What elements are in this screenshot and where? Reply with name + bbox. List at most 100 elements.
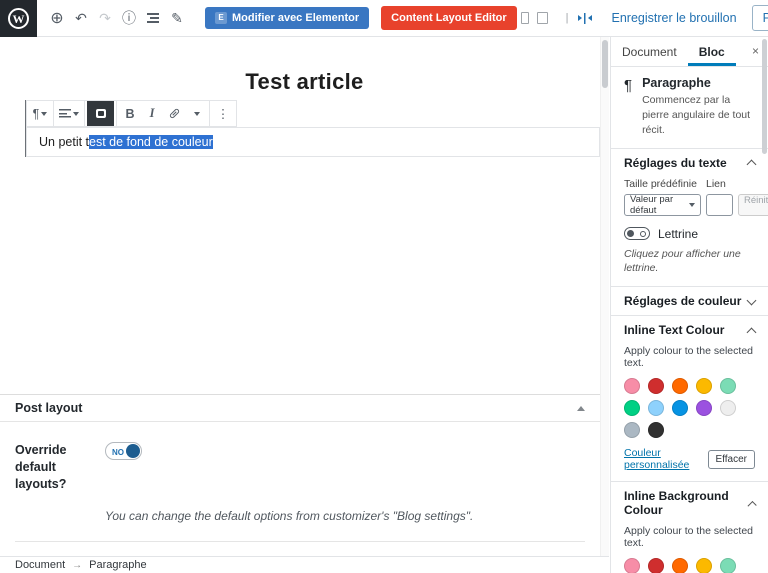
dropcap-toggle[interactable] [624,227,650,241]
metabox-divider [15,540,585,542]
mobile-preview-icon[interactable] [520,12,529,24]
wordpress-w-icon: W [8,7,29,29]
elementor-button-label: Modifier avec Elementor [232,12,360,24]
colour-swatch[interactable] [720,378,736,395]
colour-swatch[interactable] [672,558,688,573]
save-draft-link[interactable]: Enregistrer le brouillon [611,11,737,25]
font-size-select[interactable]: Valeur par défaut [624,193,701,216]
colour-swatch[interactable] [624,422,640,439]
sidebar-scrollbar-thumb[interactable] [762,39,767,154]
link-button[interactable] [163,101,185,126]
block-card-title: Paragraphe [642,76,711,90]
post-layout-metabox: Post layout Override default layouts? NO… [0,394,600,573]
link-field-label: Lien [706,177,726,190]
inline-background-colour-header[interactable]: Inline Background Colour [611,482,768,524]
main-scrollbar[interactable] [600,37,609,573]
colour-swatch[interactable] [648,400,664,417]
toggle-knob [126,444,140,458]
font-size-value: Valeur par défaut [630,193,674,216]
inline-background-colour-title: Inline Background Colour [624,489,729,518]
color-settings-header[interactable]: Réglages de couleur [611,287,768,315]
edit-with-elementor-button[interactable]: E Modifier avec Elementor [205,7,370,29]
colour-swatch[interactable] [624,400,640,417]
background-colour-swatches [624,558,755,573]
paragraph-block[interactable]: Un petit test de fond de couleur [26,127,600,157]
responsive-split-icon[interactable] [577,12,592,24]
info-icon[interactable]: ⓘ [122,10,136,26]
chevron-up-icon [746,327,757,338]
colour-swatch[interactable] [648,378,664,395]
colour-swatch[interactable] [648,558,664,573]
color-settings-panel: Réglages de couleur [611,287,768,317]
bold-button[interactable]: B [125,106,135,121]
colour-swatch[interactable] [624,558,640,573]
more-formats-button[interactable] [185,101,207,126]
post-layout-header[interactable]: Post layout [0,395,600,422]
text-settings-panel: Réglages du texte Taille prédéfinie Lien… [611,149,768,288]
inline-background-colour-help: Apply colour to the selected text. [624,525,753,550]
block-navigation-icon[interactable] [143,13,163,23]
block-more-options-icon[interactable]: ⋮ [216,107,230,121]
colour-swatch[interactable] [696,400,712,417]
tablet-preview-icon[interactable] [536,12,548,24]
font-size-label: Taille prédéfinie [624,177,697,190]
sidebar-tabs: Document Bloc × [611,37,768,67]
topbar-right-group: | Enregistrer le brouillon Prévisualiser… [517,5,768,31]
selected-block: ¶ B I ⋮ Un petit test de fond de couleur [25,100,600,157]
breadcrumb-paragraphe[interactable]: Paragraphe [89,559,147,571]
colour-swatch[interactable] [648,422,664,439]
post-title[interactable]: Test article [245,69,364,94]
override-layouts-label: Override default layouts? [15,443,67,491]
tab-bloc[interactable]: Bloc [688,37,736,66]
content-layout-editor-button[interactable]: Content Layout Editor [381,6,517,30]
settings-sidebar: Document Bloc × ¶ Paragraphe Commencez p… [610,37,768,573]
inline-text-colour-help: Apply colour to the selected text. [624,345,753,370]
reset-button[interactable]: Réinitialiser [738,193,768,216]
inline-colour-button[interactable] [87,101,114,126]
colour-swatch[interactable] [696,558,712,573]
italic-button[interactable]: I [149,106,155,120]
override-toggle[interactable]: NO [105,442,142,460]
wordpress-logo[interactable]: W [0,0,37,37]
elementor-icon: E [215,12,227,24]
colour-swatch[interactable] [696,378,712,395]
tab-document[interactable]: Document [622,44,677,59]
chevron-down-icon [689,202,695,207]
selected-text: est de fond de couleur [89,135,213,149]
font-size-input[interactable] [706,193,733,216]
main-scrollbar-thumb[interactable] [602,40,608,88]
paragraph-type-button[interactable]: ¶ [29,101,51,126]
custom-colour-link[interactable]: Couleur personnalisée [624,447,690,472]
colour-swatch[interactable] [720,400,736,417]
link-icon [168,107,180,120]
breadcrumb-arrow-icon: → [72,559,83,571]
post-layout-title: Post layout [15,401,83,415]
paragraph-icon: ¶ [624,77,633,94]
chevron-down-icon [746,295,757,306]
colour-marker-icon [95,109,106,118]
edit-pencil-icon[interactable]: ✎ [171,9,183,26]
colour-swatch[interactable] [624,378,640,395]
block-card: ¶ Paragraphe Commencez par la pierre ang… [611,67,768,149]
inline-text-colour-header[interactable]: Inline Text Colour [611,316,768,344]
close-icon[interactable]: × [751,44,759,58]
block-toolbar: ¶ B I ⋮ [26,100,237,127]
colour-swatch[interactable] [672,378,688,395]
inserter-icon[interactable]: ⊕ [50,10,64,27]
preview-button[interactable]: Prévisualiser [751,5,768,31]
chevron-down-icon [194,111,200,116]
chevron-up-icon [746,159,757,170]
collapse-toggle-icon[interactable] [577,405,585,411]
align-button[interactable] [56,101,82,126]
dropcap-label: Lettrine [658,226,699,241]
dropcap-help-text: Cliquez pour afficher une lettrine. [624,247,741,275]
breadcrumb-document[interactable]: Document [15,559,66,571]
colour-swatch[interactable] [672,400,688,417]
undo-icon[interactable]: ↶ [75,9,87,26]
text-settings-header[interactable]: Réglages du texte [611,149,768,177]
chevron-down-icon [73,111,79,116]
colour-swatch[interactable] [720,558,736,573]
topbar-divider: | [565,12,569,24]
clear-colour-button[interactable]: Effacer [707,449,755,469]
redo-icon[interactable]: ↷ [99,9,111,26]
